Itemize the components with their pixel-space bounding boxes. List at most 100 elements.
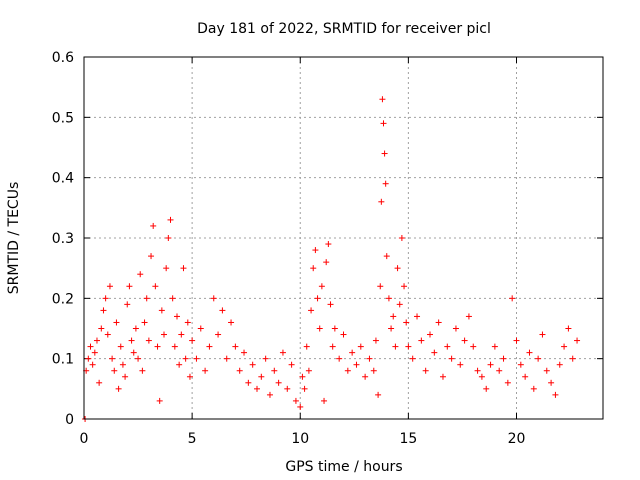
data-point: [249, 361, 256, 368]
data-point: [403, 319, 410, 326]
data-point: [109, 355, 116, 362]
data-point: [119, 361, 126, 368]
data-point: [126, 283, 133, 290]
data-point: [312, 247, 319, 254]
data-point: [96, 379, 103, 386]
data-point: [279, 349, 286, 356]
data-point: [292, 397, 299, 404]
data-point: [316, 325, 323, 332]
data-point: [308, 307, 315, 314]
data-point: [539, 331, 546, 338]
data-point: [232, 343, 239, 350]
data-point: [392, 343, 399, 350]
data-point: [336, 355, 343, 362]
data-point: [115, 385, 122, 392]
data-point: [556, 361, 563, 368]
data-point: [548, 379, 555, 386]
data-point: [167, 216, 174, 223]
data-point: [193, 355, 200, 362]
chart-title: Day 181 of 2022, SRMTID for receiver pic…: [197, 21, 491, 37]
data-point: [132, 325, 139, 332]
data-point: [414, 313, 421, 320]
data-point: [569, 355, 576, 362]
data-point: [444, 343, 451, 350]
data-point: [122, 373, 129, 380]
data-point: [329, 343, 336, 350]
data-point: [275, 379, 282, 386]
data-point: [375, 391, 382, 398]
data-point: [93, 337, 100, 344]
y-tick-label: 0: [65, 412, 74, 428]
data-point: [509, 295, 516, 302]
data-point: [366, 355, 373, 362]
data-point: [552, 391, 559, 398]
data-point: [526, 349, 533, 356]
data-point: [323, 259, 330, 266]
data-point: [184, 319, 191, 326]
data-point: [504, 379, 511, 386]
data-point: [327, 301, 334, 308]
data-point: [301, 385, 308, 392]
data-point: [87, 343, 94, 350]
data-point: [574, 337, 581, 344]
x-tick-label: 5: [188, 431, 197, 447]
data-point: [102, 295, 109, 302]
data-point: [405, 343, 412, 350]
data-point: [245, 379, 252, 386]
data-point: [325, 241, 332, 248]
data-point: [390, 313, 397, 320]
grid-layer: [84, 57, 603, 419]
data-point: [288, 361, 295, 368]
data-point: [182, 355, 189, 362]
data-point: [435, 319, 442, 326]
data-point: [139, 367, 146, 374]
data-point: [517, 361, 524, 368]
data-point: [431, 349, 438, 356]
data-point: [262, 355, 269, 362]
data-point: [379, 96, 386, 103]
data-point: [314, 295, 321, 302]
data-point: [202, 367, 209, 374]
data-point: [474, 367, 481, 374]
data-point: [176, 361, 183, 368]
data-point: [100, 307, 107, 314]
data-point: [310, 265, 317, 272]
data-point: [130, 349, 137, 356]
y-tick-label: 0.6: [52, 50, 74, 66]
data-point: [483, 385, 490, 392]
data-points: [82, 96, 581, 422]
data-point: [104, 331, 111, 338]
data-point: [380, 120, 387, 127]
data-point: [522, 373, 529, 380]
data-point: [362, 373, 369, 380]
data-point: [370, 367, 377, 374]
data-point: [394, 265, 401, 272]
data-point: [171, 343, 178, 350]
data-point: [148, 253, 155, 260]
data-point: [89, 361, 96, 368]
x-axis-label: GPS time / hours: [285, 459, 402, 475]
data-point: [215, 331, 222, 338]
data-point: [398, 235, 405, 241]
data-point: [258, 373, 265, 380]
data-point: [303, 343, 310, 350]
data-point: [349, 349, 356, 356]
data-point: [448, 355, 455, 362]
data-point: [284, 385, 291, 392]
x-tick-label: 15: [399, 431, 417, 447]
data-point: [491, 343, 498, 350]
data-point: [535, 355, 542, 362]
data-point: [156, 397, 163, 404]
data-point: [543, 367, 550, 374]
data-point: [180, 265, 187, 272]
data-point: [377, 283, 384, 290]
data-point: [124, 301, 131, 308]
data-point: [409, 355, 416, 362]
data-point: [223, 355, 230, 362]
data-point: [186, 373, 193, 380]
y-tick-label: 0.3: [52, 231, 74, 247]
data-point: [530, 385, 537, 392]
data-point: [344, 367, 351, 374]
data-point: [111, 367, 118, 374]
